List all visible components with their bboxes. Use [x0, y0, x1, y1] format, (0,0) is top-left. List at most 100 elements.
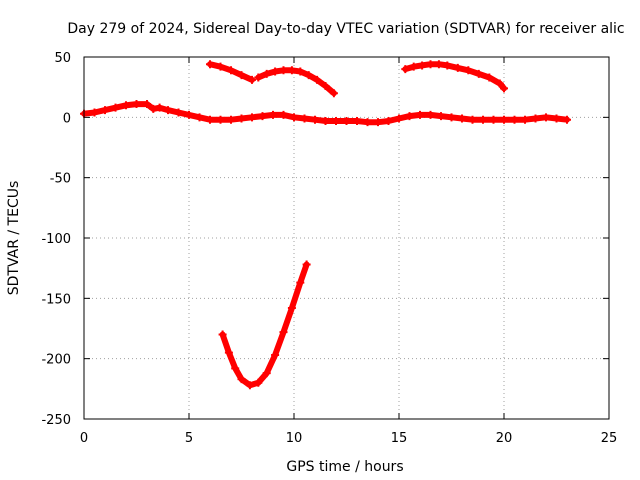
data-point [416, 110, 424, 119]
data-point [227, 115, 235, 124]
data-point [443, 61, 452, 70]
data-point [313, 75, 322, 84]
data-point [271, 67, 280, 76]
data-point [287, 303, 296, 312]
data-point [231, 364, 240, 373]
data-point [426, 60, 435, 69]
x-axis-label: GPS time / hours [286, 459, 403, 475]
data-point [329, 89, 338, 98]
data-point [434, 60, 443, 69]
data-point [174, 108, 183, 117]
data-point [279, 328, 288, 337]
y-tick-label: -250 [41, 413, 71, 428]
data-point [185, 110, 193, 119]
data-point [342, 116, 351, 125]
data-point [122, 101, 130, 110]
data-point [216, 62, 225, 71]
data-point [237, 114, 246, 123]
data-point [521, 115, 529, 124]
data-point [143, 100, 151, 109]
data-point [296, 278, 305, 287]
data-point [290, 113, 298, 122]
y-tick-label: -50 [50, 172, 71, 187]
data-point [271, 351, 280, 360]
x-tick-label: 0 [80, 431, 88, 446]
data-point [426, 110, 435, 119]
y-tick-label: -150 [41, 292, 71, 307]
data-point [479, 115, 487, 124]
data-point [245, 381, 254, 390]
data-point [384, 116, 393, 125]
data-point [563, 115, 571, 124]
data-point [206, 115, 214, 124]
x-tick-label: 15 [391, 431, 408, 446]
data-point [500, 115, 508, 124]
data-point [90, 108, 99, 117]
data-point [464, 66, 473, 75]
data-point [542, 113, 550, 122]
data-point [237, 71, 246, 80]
data-point [495, 79, 504, 88]
data-point [363, 118, 372, 127]
x-tick-label: 25 [601, 431, 618, 446]
data-point [206, 60, 214, 69]
data-point [304, 71, 313, 80]
data-point [300, 114, 309, 123]
x-tick-label: 5 [185, 431, 193, 446]
data-point [101, 106, 109, 115]
data-point [248, 75, 256, 84]
data-point [468, 115, 477, 124]
chart-title: Day 279 of 2024, Sidereal Day-to-day VTE… [67, 21, 624, 37]
data-point [164, 106, 172, 115]
data-point [552, 114, 561, 123]
data-point [262, 69, 271, 78]
data-point [269, 110, 277, 119]
y-tick-label: 0 [63, 111, 71, 126]
data-point [111, 103, 120, 112]
data-point [531, 114, 540, 123]
data-point [332, 116, 340, 125]
data-point [474, 69, 483, 78]
data-point [485, 73, 494, 82]
y-tick-label: -200 [41, 353, 71, 368]
data-point [374, 118, 382, 127]
y-tick-label: -100 [41, 232, 71, 247]
data-point [409, 62, 418, 71]
data-point [458, 114, 466, 123]
data-point [254, 378, 263, 387]
data-point [401, 65, 410, 74]
series-trace [219, 261, 310, 389]
x-tick-label: 20 [496, 431, 513, 446]
tick-layer: 0 5 10 15 20 25 -250 -200 -150 -100 -50 0 50 [41, 51, 617, 446]
data-point [321, 81, 330, 90]
data-point [279, 110, 288, 119]
data-point [510, 115, 519, 124]
data-point [302, 260, 311, 269]
data-point [447, 113, 456, 122]
x-tick-label: 10 [286, 431, 303, 446]
data-point [258, 112, 267, 121]
data-point [489, 115, 498, 124]
data-point [353, 116, 361, 125]
data-point [437, 112, 445, 121]
data-point [195, 113, 204, 122]
data-point [262, 369, 271, 378]
data-point [321, 116, 330, 125]
series-trace [255, 67, 337, 97]
data-point [224, 348, 233, 357]
data-point [279, 66, 288, 75]
data-point [296, 67, 305, 76]
y-tick-label: 50 [54, 51, 71, 66]
data-point [311, 115, 319, 124]
data-point [132, 100, 141, 109]
series-layer [80, 60, 571, 390]
data-point [155, 103, 164, 112]
y-axis-label: SDTVAR / TECUs [6, 181, 22, 296]
data-point [453, 63, 462, 72]
data-point [216, 115, 225, 124]
data-point [405, 112, 414, 121]
data-point [254, 73, 263, 82]
data-point [418, 61, 427, 70]
data-point [227, 66, 235, 75]
